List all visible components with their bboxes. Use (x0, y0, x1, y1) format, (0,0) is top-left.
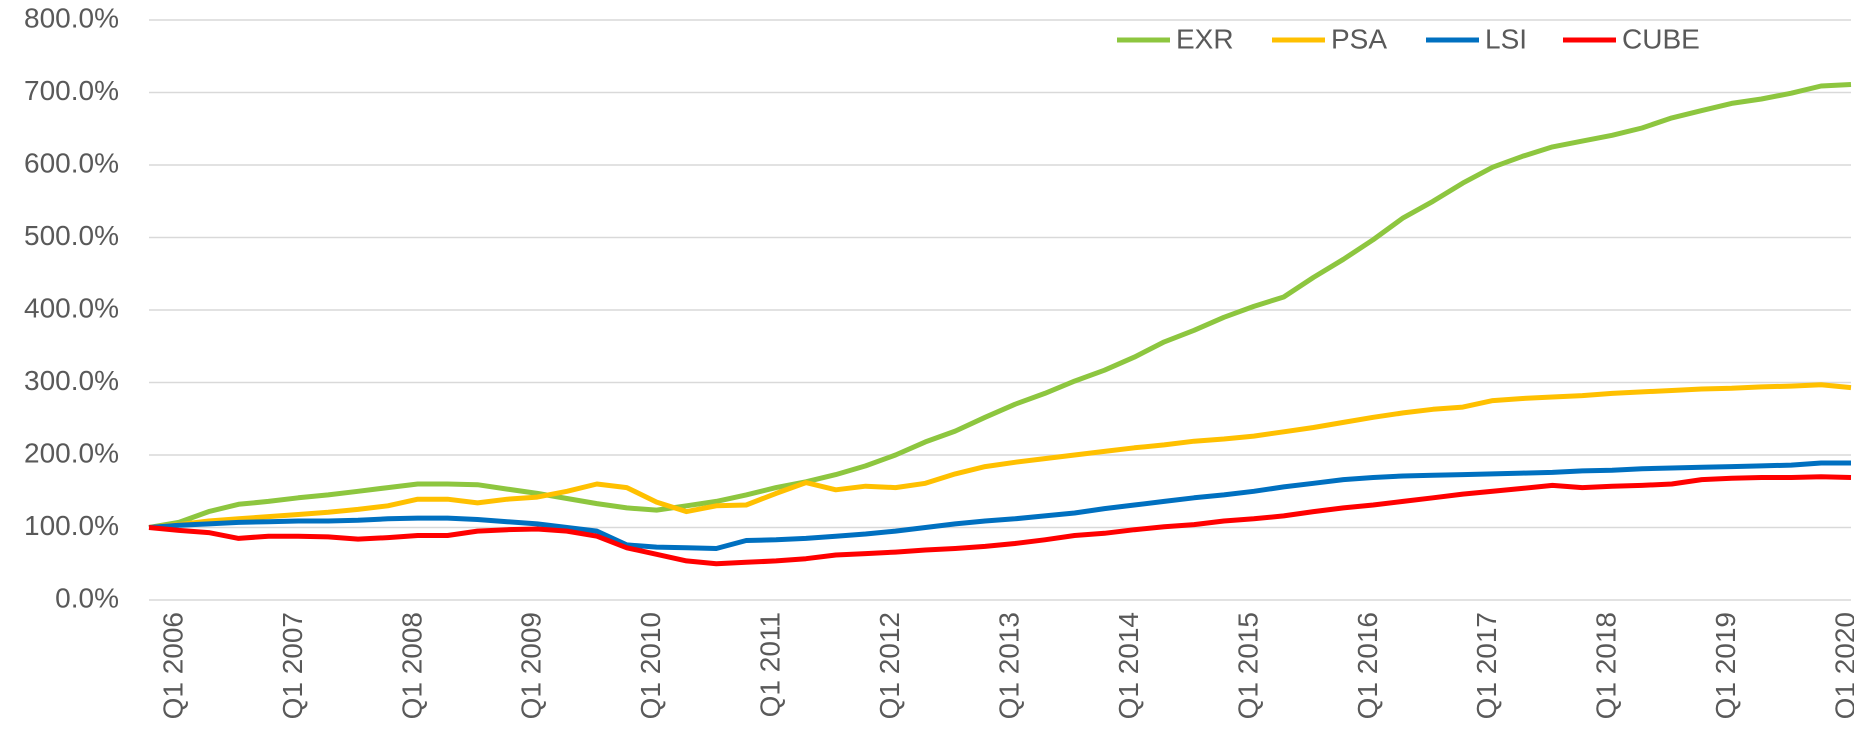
legend-label: LSI (1485, 23, 1527, 54)
x-tick-label: Q1 2007 (277, 612, 308, 719)
series-line (148, 474, 1852, 567)
y-tick-label: 100.0% (24, 510, 119, 541)
x-tick-label: Q1 2010 (635, 612, 666, 719)
y-tick-label: 200.0% (24, 437, 119, 468)
y-tick-label: 500.0% (24, 220, 119, 251)
series-line (148, 460, 1851, 551)
x-tick-label: Q1 2008 (396, 612, 427, 719)
x-tick-label: Q1 2020 (1830, 612, 1854, 719)
x-tick-label: Q1 2012 (874, 612, 905, 719)
legend-label: EXR (1176, 23, 1234, 54)
x-tick-label: Q1 2013 (993, 612, 1024, 719)
x-tick-label: Q1 2016 (1352, 612, 1383, 719)
x-tick-label: Q1 2018 (1591, 612, 1622, 719)
x-tick-label: Q1 2019 (1710, 612, 1741, 719)
x-tick-label: Q1 2014 (1113, 612, 1144, 719)
y-tick-label: 600.0% (24, 147, 119, 178)
x-tick-label: Q1 2015 (1232, 612, 1263, 719)
x-tick-label: Q1 2006 (157, 612, 188, 719)
y-tick-label: 700.0% (24, 75, 119, 106)
y-tick-label: 400.0% (24, 292, 119, 323)
legend-label: CUBE (1622, 23, 1700, 54)
series-line (148, 82, 1852, 530)
x-tick-label: Q1 2017 (1471, 612, 1502, 719)
y-tick-label: 300.0% (24, 365, 119, 396)
y-tick-label: 0.0% (55, 582, 119, 613)
legend-label: PSA (1331, 23, 1387, 54)
x-tick-label: Q1 2011 (755, 612, 786, 717)
x-tick-label: Q1 2009 (516, 612, 547, 719)
y-tick-label: 800.0% (24, 2, 119, 33)
series-line (148, 382, 1852, 530)
